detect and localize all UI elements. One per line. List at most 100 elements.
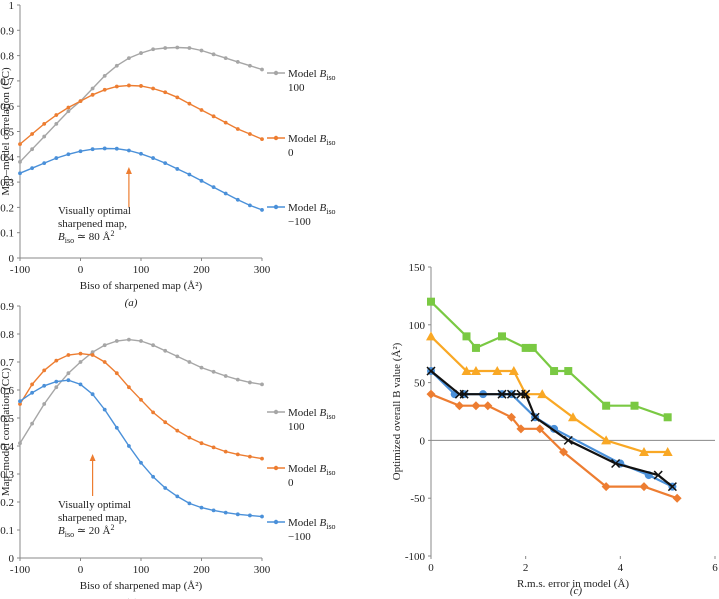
data-point — [66, 109, 71, 114]
data-point — [90, 147, 95, 152]
data-point — [151, 343, 156, 348]
y-tick-label: 0.4 — [0, 441, 14, 453]
data-point — [90, 392, 95, 397]
series-model-biso-−100: Model Biso−100 — [18, 146, 336, 228]
y-tick-label: 150 — [409, 262, 426, 274]
data-point — [18, 399, 22, 404]
data-point — [139, 460, 143, 465]
data-point — [537, 389, 548, 399]
panel-label: (b) — [125, 597, 138, 599]
data-point — [114, 63, 119, 68]
data-point — [672, 493, 682, 503]
panel-label: (a) — [125, 297, 138, 309]
data-point — [151, 47, 156, 52]
legend-subscript: iso — [326, 522, 335, 531]
data-point — [114, 339, 119, 343]
data-point — [211, 52, 216, 57]
data-point — [78, 360, 83, 364]
data-point — [42, 368, 47, 373]
data-point — [199, 178, 204, 183]
data-point — [483, 401, 493, 411]
data-point — [461, 366, 472, 376]
data-point — [54, 385, 59, 390]
series-line — [430, 370, 674, 488]
data-point — [42, 134, 47, 139]
legend-marker — [273, 409, 279, 415]
annotation-subscript: iso — [65, 530, 74, 539]
data-point — [102, 87, 107, 92]
data-point — [151, 410, 156, 415]
x-tick-label: 200 — [193, 564, 210, 576]
legend-marker — [273, 135, 279, 141]
data-point — [602, 401, 611, 410]
data-point — [30, 382, 34, 387]
legend-word: Model — [288, 133, 319, 145]
data-point — [248, 132, 252, 136]
x-tick-label: -100 — [10, 264, 31, 276]
data-point — [497, 389, 507, 399]
data-point — [42, 402, 47, 406]
data-point — [199, 441, 204, 446]
x-tick-label: 2 — [523, 562, 529, 574]
series-green — [427, 297, 672, 422]
annotation-subscript: iso — [65, 236, 74, 245]
data-point — [187, 435, 192, 440]
data-point — [248, 513, 252, 518]
annotation-line-2: sharpened map, — [58, 218, 127, 230]
data-point — [102, 407, 107, 412]
y-tick-label: 0 — [9, 553, 15, 565]
data-point — [663, 413, 672, 422]
annotation-arrowhead — [125, 167, 132, 174]
data-point — [66, 371, 71, 376]
y-tick-label: 0.2 — [0, 202, 14, 214]
data-point — [426, 331, 436, 341]
data-point — [175, 45, 180, 50]
data-point — [521, 389, 531, 399]
data-point — [550, 367, 559, 376]
y-tick-label: 0.1 — [0, 228, 14, 240]
data-point — [611, 458, 621, 469]
data-point — [426, 389, 436, 399]
data-point — [260, 382, 264, 387]
y-tick-label: 0.5 — [0, 413, 14, 425]
legend-b-symbol: B — [319, 463, 326, 475]
data-point — [199, 108, 204, 112]
x-tick-label: 100 — [133, 564, 150, 576]
data-point — [175, 428, 180, 433]
y-tick-label: 0.3 — [0, 469, 14, 481]
data-point — [54, 358, 59, 363]
legend-b-symbol: B — [319, 517, 326, 529]
annotation-line-3: Biso ≃ 80 Å2 — [58, 229, 115, 245]
data-point — [66, 105, 71, 110]
data-point — [18, 402, 22, 406]
data-point — [126, 56, 131, 61]
data-point — [139, 397, 143, 402]
x-tick-label: 300 — [254, 564, 271, 576]
y-tick-label: 0.4 — [0, 152, 14, 164]
data-point — [492, 366, 503, 376]
y-tick-label: 0.8 — [0, 329, 14, 341]
legend-marker — [273, 519, 279, 525]
y-tick-label: 0 — [9, 253, 15, 265]
panel-label: (c) — [570, 585, 583, 597]
data-point — [139, 151, 143, 156]
data-point — [506, 389, 516, 399]
data-point — [90, 92, 95, 97]
data-point — [260, 67, 264, 72]
data-point — [114, 425, 119, 430]
data-point — [163, 486, 168, 490]
data-point — [42, 122, 47, 126]
data-point — [90, 350, 95, 355]
data-point — [114, 84, 119, 89]
legend-subscript: iso — [326, 468, 335, 477]
legend-value: 100 — [288, 82, 305, 94]
data-point — [653, 470, 663, 480]
data-point — [235, 60, 240, 64]
data-point — [78, 351, 83, 356]
data-point — [601, 435, 612, 445]
y-axis-label: Optimized overall B value (Å²) — [391, 342, 403, 480]
data-point — [508, 366, 519, 376]
